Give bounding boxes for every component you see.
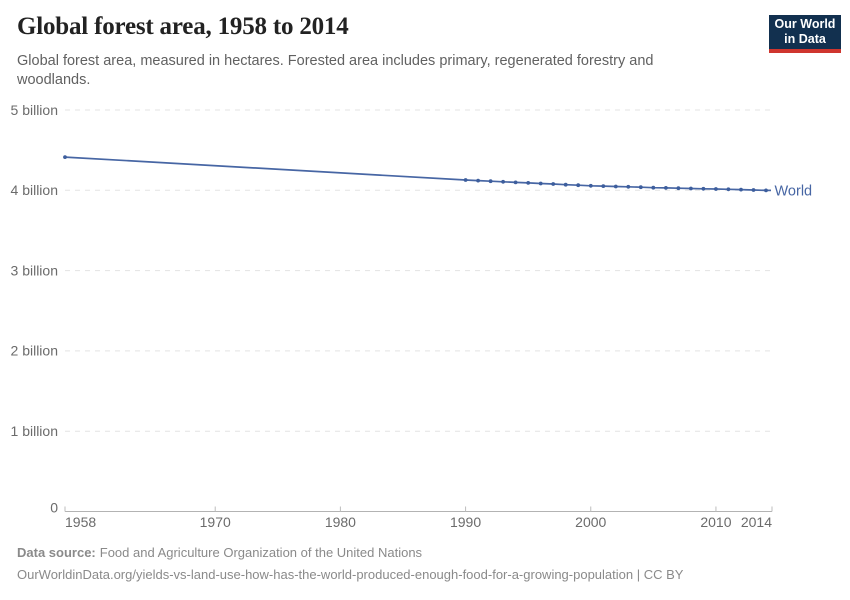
chart-footer: Data source: Food and Agriculture Organiz… bbox=[17, 542, 683, 586]
data-point[interactable] bbox=[764, 188, 768, 193]
data-point[interactable] bbox=[714, 187, 718, 191]
data-point[interactable] bbox=[513, 180, 518, 185]
data-point[interactable] bbox=[676, 186, 681, 191]
x-axis-tick-label: 2010 bbox=[700, 514, 731, 530]
data-point[interactable] bbox=[726, 187, 731, 192]
x-axis: 1958 1970 1980 1990 2000 2010 2014 bbox=[64, 506, 773, 530]
data-point[interactable] bbox=[689, 186, 693, 191]
data-point[interactable] bbox=[476, 178, 480, 183]
data-point[interactable] bbox=[664, 186, 668, 190]
x-axis-tick-label: 1980 bbox=[325, 514, 356, 530]
data-point[interactable] bbox=[588, 183, 593, 188]
data-source-line: Data source: Food and Agriculture Organiz… bbox=[17, 542, 683, 564]
series-world[interactable]: World bbox=[63, 155, 812, 199]
data-point[interactable] bbox=[501, 179, 505, 184]
x-axis-tick-label: 2000 bbox=[575, 514, 606, 530]
data-point[interactable] bbox=[739, 187, 743, 192]
data-point[interactable] bbox=[701, 186, 706, 191]
x-axis-tick-label: 2014 bbox=[741, 514, 772, 530]
y-axis-tick-label: 1 billion bbox=[11, 423, 58, 439]
owid-logo[interactable]: Our World in Data bbox=[769, 15, 841, 53]
data-point[interactable] bbox=[601, 184, 606, 189]
x-axis-tick-label: 1958 bbox=[65, 514, 96, 530]
owid-logo-line1: Our World bbox=[774, 17, 836, 31]
data-point[interactable] bbox=[63, 155, 67, 160]
data-source-value: Food and Agriculture Organization of the… bbox=[99, 545, 423, 560]
y-axis-tick-label: 3 billion bbox=[11, 262, 58, 278]
data-point[interactable] bbox=[576, 183, 581, 188]
data-point[interactable] bbox=[751, 188, 756, 192]
owid-logo-line2: in Data bbox=[784, 32, 826, 46]
data-point[interactable] bbox=[651, 185, 656, 190]
data-point[interactable] bbox=[526, 181, 531, 185]
y-axis-tick-label: 5 billion bbox=[11, 102, 58, 118]
y-axis-tick-label: 0 bbox=[50, 499, 58, 515]
data-point[interactable] bbox=[538, 181, 543, 186]
x-axis-tick-label: 1990 bbox=[450, 514, 481, 530]
y-axis-tick-label: 2 billion bbox=[11, 343, 58, 359]
y-axis-tick-label: 4 billion bbox=[11, 182, 58, 198]
chart-title: Global forest area, 1958 to 2014 bbox=[17, 13, 349, 40]
x-axis-tick-label: 1970 bbox=[200, 514, 231, 530]
series-end-label[interactable]: World bbox=[775, 183, 813, 199]
data-point[interactable] bbox=[613, 184, 618, 189]
data-point[interactable] bbox=[563, 182, 568, 187]
data-source-label: Data source: bbox=[17, 545, 96, 560]
data-point[interactable] bbox=[463, 178, 468, 182]
series-line[interactable] bbox=[64, 156, 767, 192]
data-point[interactable] bbox=[488, 179, 493, 184]
data-point[interactable] bbox=[638, 185, 643, 190]
chart-url-line[interactable]: OurWorldinData.org/yields-vs-land-use-ho… bbox=[17, 567, 684, 582]
data-point[interactable] bbox=[626, 184, 631, 189]
chart-subtitle: Global forest area, measured in hectares… bbox=[17, 53, 654, 88]
data-point[interactable] bbox=[551, 182, 556, 186]
gridlines-and-yticks: 0 1 billion 2 billion 3 billion 4 billion 5 b… bbox=[11, 102, 772, 515]
